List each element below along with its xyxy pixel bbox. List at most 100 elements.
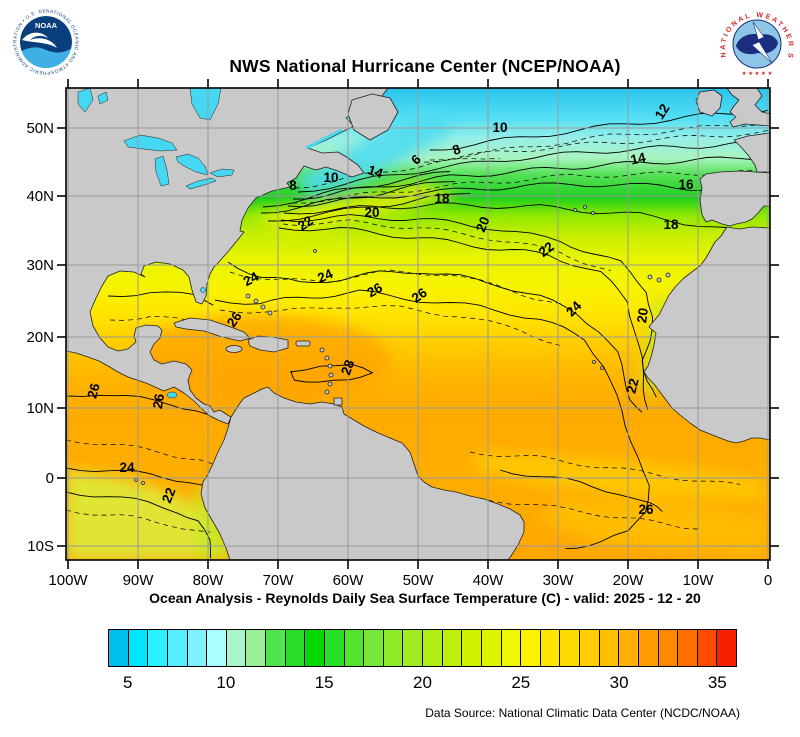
isotherm-line xyxy=(227,261,643,413)
isotherm-line-dashed xyxy=(66,509,211,533)
x-axis-label: 0 xyxy=(764,572,772,589)
colorbar-cell xyxy=(580,630,600,666)
contour-label: 20 xyxy=(473,215,493,235)
contour-label: 28 xyxy=(338,357,357,377)
x-axis-label: 10W xyxy=(683,572,715,589)
colorbar-cell xyxy=(658,630,679,666)
isotherm-line xyxy=(267,193,471,222)
isotherm-line-dashed xyxy=(66,439,222,469)
cuba-land xyxy=(173,317,251,342)
noaa-logo-icon: NATIONAL OCEANIC AND ATMOSPHERIC ADMINIS… xyxy=(10,6,80,76)
landmasses xyxy=(66,88,770,560)
colorbar-cell xyxy=(266,630,286,666)
page-title: NWS National Hurricane Center (NCEP/NOAA… xyxy=(229,56,621,76)
isotherm-line-dashed xyxy=(294,157,501,189)
x-axis-label: 60W xyxy=(333,572,365,589)
contour-label: 22 xyxy=(159,486,179,506)
contour-label: 24 xyxy=(119,460,135,475)
contour-label: 20 xyxy=(634,307,651,324)
contour-label: 14 xyxy=(629,150,647,168)
isotherm-line xyxy=(297,140,769,193)
colorbar-tick-label: 10 xyxy=(216,673,236,692)
puerto-rico-land xyxy=(295,340,311,347)
y-axis-label: 10S xyxy=(27,538,54,555)
colorbar-cell xyxy=(560,630,580,666)
colorbar-cell xyxy=(344,630,365,666)
isotherm-line xyxy=(278,227,649,410)
contour-label: 22 xyxy=(295,213,316,234)
colorbar-cell xyxy=(403,630,423,666)
isotherm-line-dashed xyxy=(229,269,561,304)
isotherm-line xyxy=(429,109,769,151)
y-axis-label: 10N xyxy=(26,400,54,417)
trinidad-land xyxy=(333,397,343,406)
noaa-emblem: NOAA xyxy=(20,16,72,68)
isotherm-line-dashed xyxy=(479,497,700,530)
x-axis-label: 40W xyxy=(473,572,505,589)
isotherm-line xyxy=(289,364,374,383)
x-axis-label: 90W xyxy=(123,572,155,589)
lakes xyxy=(77,88,343,399)
colorbar-cell xyxy=(167,630,188,666)
contour-label: 10 xyxy=(492,120,507,135)
y-axis-label: 0 xyxy=(46,470,54,487)
colorbar-cell xyxy=(717,630,736,666)
isotherm-line xyxy=(262,171,450,208)
contour-label: 20 xyxy=(364,205,379,220)
isotherm-line xyxy=(214,289,650,550)
colorbar-tick-label: 30 xyxy=(609,673,629,692)
x-axis-label: 50W xyxy=(403,572,435,589)
colorbar-cell xyxy=(501,630,522,666)
britain-land xyxy=(726,88,770,128)
isotherm-line xyxy=(283,202,768,239)
contour-label: 18 xyxy=(434,191,450,206)
x-axis-label: 80W xyxy=(193,572,225,589)
contour-label: 26 xyxy=(84,381,103,400)
colorbar-cells xyxy=(108,629,737,667)
colorbar-cell xyxy=(697,630,718,666)
contour-label: 26 xyxy=(150,392,167,410)
contour-label: 24 xyxy=(241,269,262,290)
north-america-land xyxy=(66,88,389,425)
colorbar-cell xyxy=(481,630,502,666)
colorbar-tick-label: 5 xyxy=(122,673,133,692)
contour-label: 18 xyxy=(663,217,679,232)
nws-stars: ★ ★ ★ ★ ★ xyxy=(742,70,773,77)
contour-label: 26 xyxy=(364,280,385,301)
contour-label: 14 xyxy=(366,162,385,181)
temperature-colorbar: 5 10 15 20 25 30 35 xyxy=(108,629,737,699)
colorbar-cell xyxy=(678,630,698,666)
colorbar-cell xyxy=(246,630,266,666)
contour-label: 26 xyxy=(638,502,654,517)
colorbar-cell xyxy=(423,630,443,666)
noaa-wordmark: NOAA xyxy=(35,21,58,30)
colorbar-cell xyxy=(462,630,482,666)
y-axis-label: 20N xyxy=(26,329,54,346)
colorbar-cell xyxy=(324,630,345,666)
isotherm-line xyxy=(287,182,769,208)
x-axis-label: 30W xyxy=(543,572,575,589)
contour-label: 12 xyxy=(652,101,673,122)
isotherm-line xyxy=(66,394,214,417)
colorbar-cell xyxy=(619,630,639,666)
contour-label: 22 xyxy=(624,377,642,395)
colorbar-cell xyxy=(148,630,168,666)
isotherm-line-dashed xyxy=(469,451,741,485)
colorbar-tick-label: 35 xyxy=(707,673,727,692)
y-axis-label: 40N xyxy=(26,188,54,205)
map-subtitle: Ocean Analysis - Reynolds Daily Sea Surf… xyxy=(149,590,701,606)
contour-label: 22 xyxy=(536,239,557,260)
y-axis-label: 30N xyxy=(26,257,54,274)
south-america-land xyxy=(200,386,525,560)
contour-label: 16 xyxy=(678,177,694,192)
contour-label: 10 xyxy=(323,170,338,185)
x-axis-label: 20W xyxy=(613,572,645,589)
colorbar-cell xyxy=(187,630,208,666)
x-axis-label: 100W xyxy=(48,572,88,589)
contour-label: 24 xyxy=(315,266,335,286)
isotherm-line xyxy=(260,181,456,214)
lat-lon-grid xyxy=(66,88,770,560)
colorbar-cell xyxy=(305,630,325,666)
